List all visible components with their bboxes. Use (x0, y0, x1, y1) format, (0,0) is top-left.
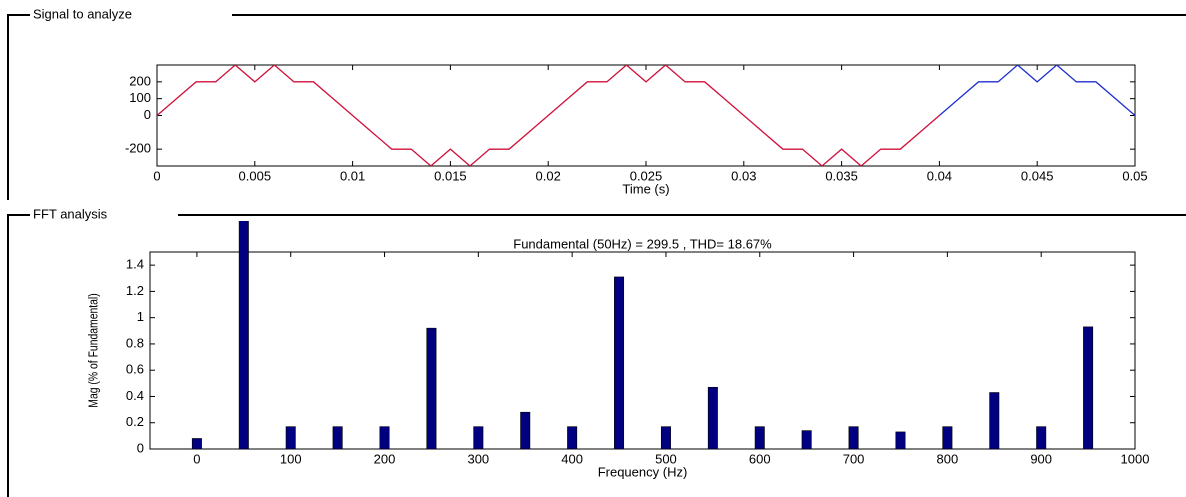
x-tick-label: 0.025 (630, 168, 663, 183)
bar (848, 426, 859, 449)
x-tick-label: 0.01 (340, 168, 365, 183)
bar (426, 327, 437, 449)
x-tick-label: 200 (374, 451, 396, 466)
x-tick-label: 0.05 (1122, 168, 1147, 183)
x-tick-label: 0.045 (1021, 168, 1054, 183)
x-tick-label: 0 (153, 168, 160, 183)
plot-marks (157, 65, 1135, 166)
panel-title: Signal to analyze (33, 6, 132, 21)
y-tick-label: 0 (144, 107, 151, 122)
bar (1083, 326, 1094, 449)
bar (520, 411, 531, 449)
x-tick-label: 100 (280, 451, 302, 466)
bar (191, 438, 202, 449)
signal-line (938, 65, 1135, 116)
x-axis-label: Frequency (Hz) (598, 464, 688, 479)
x-tick-label: 700 (843, 451, 865, 466)
x-axis-label: Time (s) (622, 181, 669, 196)
y-tick-label: 1.4 (126, 257, 144, 272)
bar (801, 430, 812, 449)
bar (754, 426, 765, 449)
y-tick-label: 1.2 (126, 283, 144, 298)
bar (379, 426, 390, 449)
x-tick-label: 0.04 (927, 168, 952, 183)
x-tick-label: 500 (655, 451, 677, 466)
bar (707, 386, 718, 449)
y-tick-label: 0.6 (126, 362, 144, 377)
y-tick-label: -200 (125, 141, 151, 156)
x-tick-label: 800 (937, 451, 959, 466)
x-tick-label: 0.03 (731, 168, 756, 183)
y-tick-label: 1 (137, 309, 144, 324)
x-tick-label: 0.005 (239, 168, 272, 183)
bar (660, 426, 671, 449)
panel-border (7, 14, 1186, 200)
y-tick-label: 0.8 (126, 335, 144, 350)
panel-title: FFT analysis (33, 206, 108, 221)
x-tick-label: 0 (193, 451, 200, 466)
bar (895, 431, 906, 449)
bar (989, 392, 1000, 449)
plot-area (149, 251, 1136, 450)
y-tick-label: 0 (137, 440, 144, 455)
bar (332, 426, 343, 449)
x-tick-label: 600 (749, 451, 771, 466)
y-tick-label: 200 (129, 73, 151, 88)
bar (567, 426, 578, 449)
bar (614, 276, 625, 449)
bar (285, 426, 296, 449)
x-tick-label: 0.02 (536, 168, 561, 183)
plot-marks (191, 221, 1094, 449)
y-tick-label: 100 (129, 90, 151, 105)
bar (473, 426, 484, 449)
x-tick-label: 1000 (1121, 451, 1150, 466)
x-tick-label: 900 (1030, 451, 1052, 466)
y-axis-label: Mag (% of Fundamental) (86, 293, 100, 407)
y-tick-label: 0.4 (126, 388, 144, 403)
signal-line (157, 65, 940, 166)
x-tick-label: 400 (561, 451, 583, 466)
bar (942, 426, 953, 449)
y-tick-label: 0.2 (126, 414, 144, 429)
bar (238, 221, 249, 449)
bar (1036, 426, 1047, 449)
x-tick-label: 0.035 (825, 168, 858, 183)
panel-border (7, 214, 1186, 497)
x-tick-label: 0.015 (434, 168, 467, 183)
x-tick-label: 300 (467, 451, 489, 466)
chart-title: Fundamental (50Hz) = 299.5 , THD= 18.67% (513, 236, 772, 251)
